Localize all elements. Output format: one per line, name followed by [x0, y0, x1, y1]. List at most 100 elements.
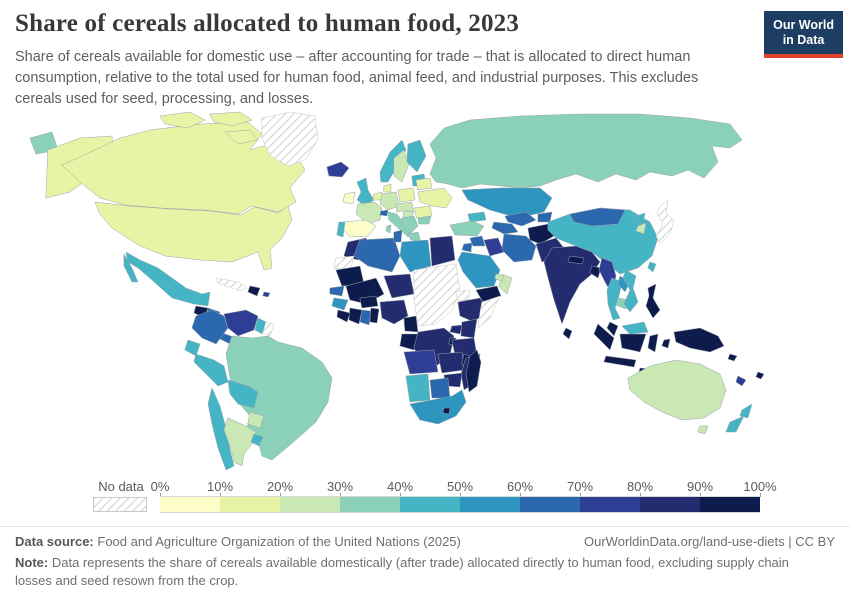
legend-segment-90-100[interactable]: [700, 497, 760, 512]
country-uk[interactable]: United Kingdom: [356, 177, 375, 207]
country-canada-arctic-1[interactable]: Canada: [159, 111, 206, 129]
country-austria-czechia[interactable]: Austria & Czechia: [395, 201, 414, 213]
country-vietnam[interactable]: Vietnam: [622, 269, 639, 313]
legend-segment-20-30[interactable]: [280, 497, 340, 512]
country-sulawesi[interactable]: Indonesia (Sulawesi): [647, 333, 659, 353]
legend-segment-0-10[interactable]: [160, 497, 220, 512]
country-balkans[interactable]: Balkans: [401, 215, 419, 235]
country-malay-peninsula[interactable]: Malaysia (peninsula): [606, 321, 619, 337]
country-namibia[interactable]: Namibia: [405, 373, 431, 403]
country-tunisia[interactable]: Tunisia: [393, 229, 403, 243]
country-niger[interactable]: Niger: [383, 273, 415, 299]
legend-segment-50-60[interactable]: [460, 497, 520, 512]
country-burkina-faso[interactable]: Burkina Faso: [359, 295, 379, 309]
country-japan[interactable]: Japan: [655, 199, 675, 245]
country-uzbekistan[interactable]: Uzbekistan: [504, 211, 537, 227]
country-australia[interactable]: Australia: [627, 359, 727, 421]
country-fiji[interactable]: Fiji: [755, 371, 765, 380]
country-argentina[interactable]: Argentina: [223, 417, 257, 467]
country-maluku[interactable]: Indonesia (Maluku): [661, 338, 671, 349]
country-syria[interactable]: Syria: [469, 235, 486, 247]
country-sierra-leone-liberia[interactable]: Sierra Leone & Liberia: [336, 309, 351, 323]
country-borneo-indonesia[interactable]: Indonesia (Kalimantan): [619, 333, 647, 353]
country-angola[interactable]: Angola: [403, 349, 439, 375]
country-chad-sudan-car[interactable]: Chad, Sudan, South Sudan & CAR: [413, 263, 461, 327]
country-kazakhstan[interactable]: Kazakhstan: [461, 187, 553, 219]
country-new-guinea[interactable]: Papua New Guinea: [673, 327, 725, 353]
license-badge[interactable]: CC BY: [795, 534, 835, 549]
legend-segment-60-70[interactable]: [520, 497, 580, 512]
country-canada[interactable]: Canada: [61, 121, 306, 215]
country-sri-lanka[interactable]: Sri Lanka: [562, 327, 573, 340]
legend-segment-70-80[interactable]: [580, 497, 640, 512]
country-mongolia[interactable]: Mongolia: [569, 207, 626, 227]
country-new-zealand-north[interactable]: New Zealand: [739, 403, 753, 419]
country-canada-arctic-2[interactable]: Canada: [209, 111, 253, 127]
legend-segment-40-50[interactable]: [400, 497, 460, 512]
country-romania[interactable]: Romania: [413, 205, 433, 219]
country-sweden[interactable]: Sweden: [393, 149, 410, 183]
country-saudi-arabia[interactable]: Saudi Arabia: [457, 251, 501, 289]
no-data-swatch[interactable]: [93, 497, 147, 512]
country-togo-benin[interactable]: Togo & Benin: [369, 307, 380, 324]
country-suriname[interactable]: Suriname: [262, 321, 275, 337]
country-borneo-malaysia[interactable]: Malaysia (Borneo): [621, 321, 649, 335]
country-turkmenistan[interactable]: Turkmenistan: [491, 221, 519, 235]
country-algeria[interactable]: Algeria: [353, 237, 401, 273]
country-puerto-rico[interactable]: Puerto Rico: [262, 291, 271, 298]
country-lesotho[interactable]: Lesotho: [442, 407, 451, 415]
country-eritrea[interactable]: Eritrea: [455, 289, 471, 301]
country-taiwan[interactable]: Taiwan: [647, 261, 657, 273]
country-south-africa[interactable]: South Africa: [409, 389, 467, 425]
country-somalia[interactable]: Somalia: [477, 295, 501, 329]
country-jordan-israel[interactable]: Jordan & Israel: [461, 242, 473, 253]
country-south-korea[interactable]: South Korea: [635, 222, 647, 235]
country-uruguay[interactable]: Uruguay: [250, 433, 264, 447]
country-mexico[interactable]: Mexico: [125, 251, 211, 307]
country-venezuela[interactable]: Venezuela: [223, 309, 259, 337]
country-mexico-baja[interactable]: Mexico: [123, 253, 139, 283]
country-solomon-islands[interactable]: Solomon Islands: [727, 353, 738, 362]
country-ivory-coast[interactable]: Côte d'Ivoire: [348, 307, 363, 325]
country-greenland[interactable]: Greenland: [261, 111, 319, 167]
country-botswana[interactable]: Botswana: [429, 377, 451, 399]
country-iran[interactable]: Iran: [501, 233, 537, 263]
country-madagascar[interactable]: Madagascar: [465, 349, 482, 393]
country-sumatra[interactable]: Indonesia (Sumatra): [593, 323, 615, 351]
country-portugal[interactable]: Portugal: [336, 221, 346, 238]
country-denmark[interactable]: Denmark: [383, 183, 392, 193]
country-russia[interactable]: Russia: [429, 113, 743, 189]
country-bangladesh[interactable]: Bangladesh: [589, 265, 602, 279]
legend-no-data[interactable]: No data: [93, 479, 149, 512]
country-nepal[interactable]: Nepal: [567, 255, 585, 265]
country-iraq[interactable]: Iraq: [483, 237, 505, 257]
country-germany[interactable]: Germany: [379, 191, 400, 211]
country-afghanistan[interactable]: Afghanistan: [527, 223, 555, 245]
country-cameroon[interactable]: Cameroon: [403, 315, 419, 333]
country-poland[interactable]: Poland: [397, 187, 416, 203]
country-guyana[interactable]: Guyana: [254, 317, 267, 335]
country-belarus[interactable]: Belarus: [415, 177, 433, 191]
country-tasmania[interactable]: Australia: [697, 425, 709, 435]
country-ukraine[interactable]: Ukraine: [417, 187, 453, 209]
country-guinea[interactable]: Guinea: [331, 297, 349, 311]
country-canada-arctic-3[interactable]: Canada: [224, 129, 259, 145]
country-java[interactable]: Indonesia (Java): [603, 355, 637, 368]
country-egypt[interactable]: Egypt: [429, 235, 456, 267]
country-kenya[interactable]: Kenya: [460, 318, 478, 339]
country-new-zealand-south[interactable]: New Zealand: [725, 415, 745, 433]
country-chile[interactable]: Chile: [207, 387, 235, 471]
country-colombia[interactable]: Colombia: [191, 309, 229, 345]
country-france[interactable]: France: [355, 201, 383, 225]
legend-segment-80-90[interactable]: [640, 497, 700, 512]
country-iceland[interactable]: Iceland: [326, 161, 350, 178]
country-vanuatu-new-caledonia[interactable]: Vanuatu & New Caledonia: [735, 375, 747, 387]
country-bolivia[interactable]: Bolivia: [227, 379, 259, 409]
legend-segment-10-20[interactable]: [220, 497, 280, 512]
country-finland[interactable]: Finland: [406, 139, 427, 173]
country-usa[interactable]: United States: [94, 201, 293, 271]
country-switzerland[interactable]: Switzerland: [379, 209, 389, 217]
country-nigeria[interactable]: Nigeria: [379, 299, 409, 325]
country-bulgaria[interactable]: Bulgaria: [417, 215, 432, 225]
country-peru[interactable]: Peru: [193, 353, 229, 387]
